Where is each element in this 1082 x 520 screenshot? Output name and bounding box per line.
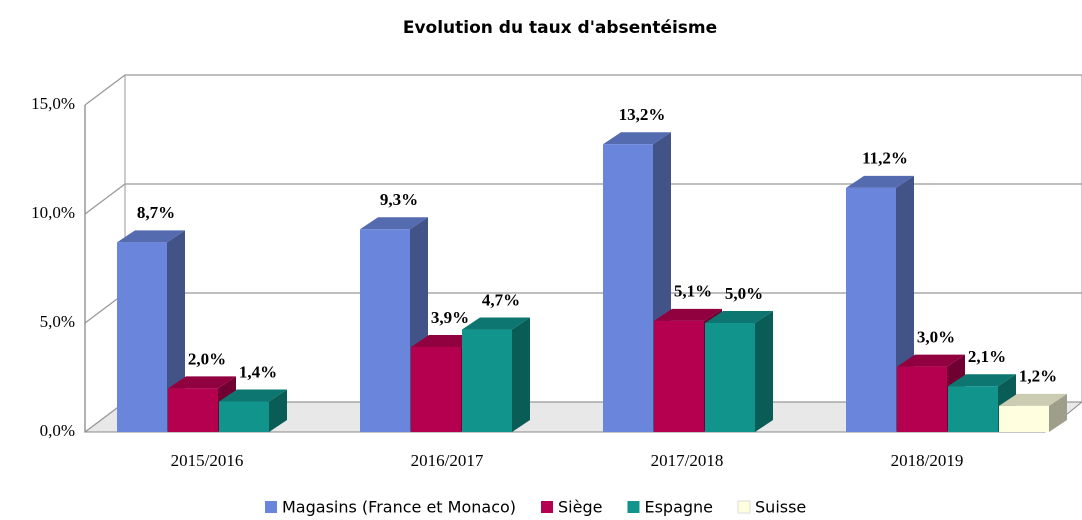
- value-label: 9,3%: [380, 190, 418, 209]
- value-label: 1,4%: [239, 362, 277, 381]
- y-tick-label: 15,0%: [31, 94, 75, 113]
- value-label: 5,0%: [725, 284, 763, 303]
- bar: [603, 144, 653, 433]
- bar: [705, 323, 755, 432]
- bar-top: [654, 308, 722, 321]
- bar: [219, 401, 269, 432]
- legend-label: Espagne: [644, 498, 713, 517]
- bar-side: [1049, 393, 1067, 432]
- bar: [360, 229, 410, 432]
- legend-label: Siège: [558, 498, 602, 517]
- bar-top: [948, 374, 1016, 387]
- x-tick-label: 2015/2016: [171, 451, 244, 470]
- y-tick-label: 5,0%: [40, 312, 75, 331]
- bar-side: [512, 317, 530, 432]
- value-label: 4,7%: [482, 290, 520, 309]
- value-label: 8,7%: [137, 203, 175, 222]
- grid-line: [84, 183, 1082, 215]
- bar-top: [360, 217, 428, 230]
- legend-swatch: [627, 501, 640, 513]
- bar-top: [897, 354, 965, 367]
- value-label: 1,2%: [1019, 367, 1057, 386]
- bar-top: [462, 317, 530, 330]
- bar: [654, 320, 704, 432]
- bar: [846, 187, 896, 432]
- bar-side: [755, 311, 773, 432]
- legend-label: Magasins (France et Monaco): [282, 498, 516, 517]
- y-tick-label: 10,0%: [31, 203, 75, 222]
- legend-swatch: [737, 500, 751, 514]
- bar: [462, 329, 512, 432]
- legend-label: Suisse: [755, 498, 806, 517]
- value-label: 2,1%: [968, 347, 1006, 366]
- y-tick-label: 0,0%: [40, 421, 75, 440]
- x-tick-label: 2017/2018: [651, 451, 724, 470]
- bar: [897, 366, 947, 432]
- bar-top: [168, 376, 236, 389]
- x-tick-label: 2018/2019: [891, 451, 964, 470]
- value-label: 13,2%: [619, 105, 666, 124]
- bar-top: [846, 175, 914, 188]
- value-label: 11,2%: [862, 149, 908, 168]
- bar: [948, 386, 998, 432]
- bar: [168, 388, 218, 432]
- x-tick-label: 2016/2017: [411, 451, 484, 470]
- bar-top: [117, 230, 185, 243]
- bar-side: [269, 389, 287, 432]
- bar: [117, 242, 167, 432]
- bar: [411, 346, 461, 432]
- bar-top: [219, 389, 287, 402]
- value-label: 3,9%: [431, 308, 469, 327]
- bar: [999, 405, 1049, 432]
- chart-title: Evolution du taux d'absentéisme: [403, 18, 717, 38]
- bar-top: [999, 393, 1067, 406]
- legend-swatch: [265, 501, 277, 513]
- value-label: 5,1%: [674, 282, 712, 301]
- legend-swatch: [541, 501, 554, 513]
- bar-top: [603, 132, 671, 145]
- value-label: 2,0%: [188, 349, 226, 368]
- grid-line: [84, 74, 1082, 106]
- bar-top: [705, 311, 773, 323]
- value-label: 3,0%: [917, 328, 955, 347]
